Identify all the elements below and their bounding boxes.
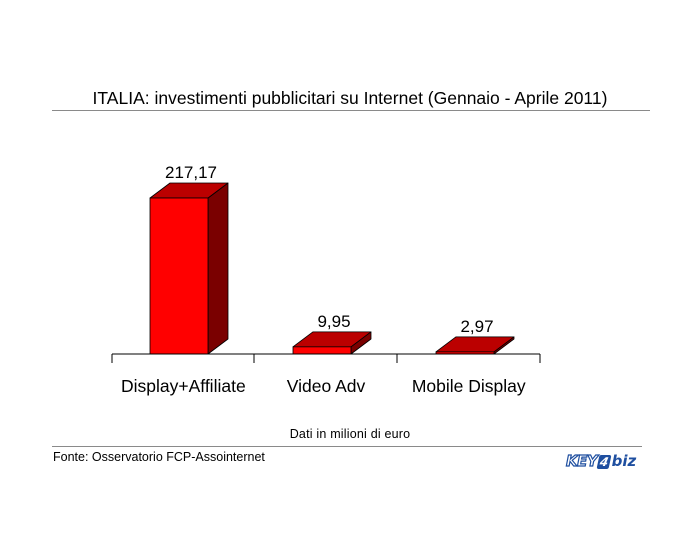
x-tick-label: Mobile Display [412, 376, 526, 396]
bar [292, 331, 372, 355]
footer-divider [52, 446, 642, 447]
logo-part-4: 4 [596, 455, 613, 469]
data-label: 9,95 [317, 312, 350, 331]
bar-top-face [435, 336, 515, 353]
bar-front-face [292, 346, 352, 355]
source-text: Fonte: Osservatorio FCP-Assointernet [53, 450, 265, 464]
bar [149, 182, 229, 355]
chart-title: ITALIA: investimenti pubblicitari su Int… [92, 88, 608, 108]
key4biz-logo: KEY 4 biz [565, 451, 646, 471]
data-label: 217,17 [165, 163, 217, 182]
x-axis-tick-labels: Display+Affiliate Video Adv Mobile Display [121, 376, 526, 396]
bar-side-face [207, 182, 229, 355]
logo-part-biz: biz [611, 452, 637, 470]
data-label: 2,97 [460, 317, 493, 336]
logo-part-key: KEY [565, 451, 598, 470]
title-underline [52, 110, 650, 111]
bar [435, 336, 515, 355]
units-note: Dati in milioni di euro [289, 427, 411, 441]
bar-front-face [149, 197, 209, 355]
bar-chart: Display+Affiliate Video Adv Mobile Display… [111, 163, 541, 396]
data-labels: 217,17 9,95 2,97 [165, 163, 494, 336]
bars-group [149, 182, 515, 355]
x-tick-label: Display+Affiliate [121, 376, 246, 396]
x-tick-label: Video Adv [287, 376, 366, 396]
